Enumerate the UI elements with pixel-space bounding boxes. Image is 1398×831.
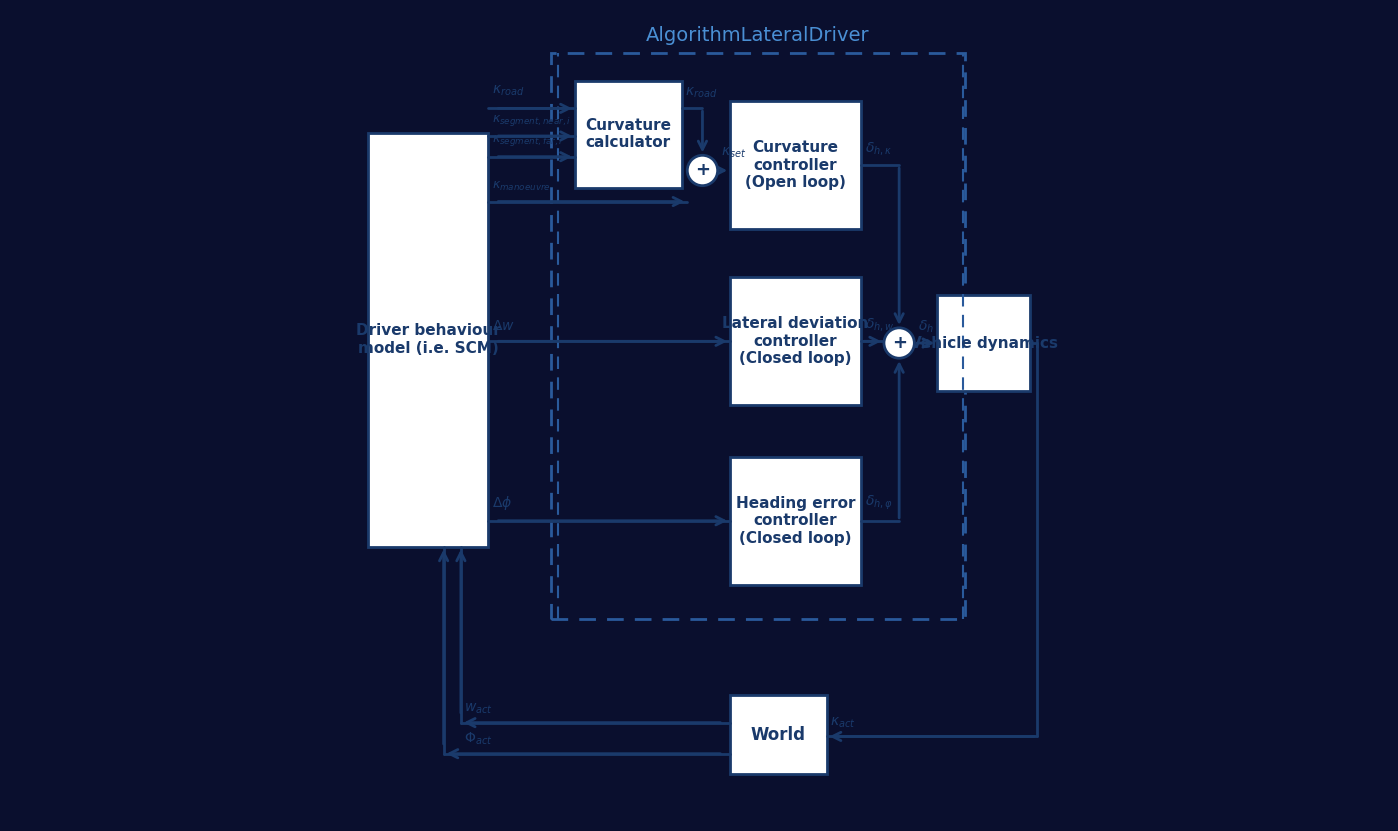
Text: $\kappa_{segment,near,i}$: $\kappa_{segment,near,i}$: [492, 113, 570, 128]
Text: Driver behaviour
model (i.e. SCM): Driver behaviour model (i.e. SCM): [355, 323, 500, 356]
FancyBboxPatch shape: [730, 101, 861, 229]
Text: Lateral deviation
controller
(Closed loop): Lateral deviation controller (Closed loo…: [723, 317, 868, 366]
Text: $\kappa_{segment,far,i}$: $\kappa_{segment,far,i}$: [492, 134, 563, 149]
Text: AlgorithmLateralDriver: AlgorithmLateralDriver: [646, 27, 870, 46]
Text: $\delta_{h,\kappa}$: $\delta_{h,\kappa}$: [864, 140, 892, 157]
Circle shape: [884, 328, 914, 358]
FancyBboxPatch shape: [937, 295, 1030, 391]
Text: $\delta_{h,w}$: $\delta_{h,w}$: [864, 316, 895, 333]
Text: Vehicle dynamics: Vehicle dynamics: [910, 336, 1058, 351]
Text: Curvature
calculator: Curvature calculator: [586, 118, 671, 150]
Text: $\delta_{h}$: $\delta_{h}$: [918, 318, 934, 335]
Text: $\kappa_{set}$: $\kappa_{set}$: [721, 145, 747, 160]
FancyBboxPatch shape: [730, 278, 861, 406]
Text: $\Phi_{act}$: $\Phi_{act}$: [464, 730, 493, 747]
Text: +: +: [892, 334, 907, 352]
Text: $\kappa_{manoeuvre}$: $\kappa_{manoeuvre}$: [492, 180, 551, 194]
Text: World: World: [751, 725, 805, 744]
Text: $\kappa_{road}$: $\kappa_{road}$: [685, 86, 717, 100]
FancyBboxPatch shape: [368, 132, 488, 547]
Text: $\delta_{h,\varphi}$: $\delta_{h,\varphi}$: [864, 494, 892, 513]
Text: $\kappa_{act}$: $\kappa_{act}$: [830, 715, 856, 730]
Circle shape: [688, 155, 717, 185]
Text: $w_{act}$: $w_{act}$: [464, 701, 493, 715]
FancyBboxPatch shape: [575, 81, 682, 188]
FancyBboxPatch shape: [730, 695, 826, 774]
Text: $\Delta w$: $\Delta w$: [492, 319, 514, 333]
Text: $\Delta\phi$: $\Delta\phi$: [492, 494, 512, 513]
Text: $\kappa_{road}$: $\kappa_{road}$: [492, 84, 524, 98]
Text: Curvature
controller
(Open loop): Curvature controller (Open loop): [745, 140, 846, 190]
FancyBboxPatch shape: [730, 457, 861, 584]
Text: Heading error
controller
(Closed loop): Heading error controller (Closed loop): [735, 496, 856, 546]
Text: +: +: [695, 161, 710, 179]
